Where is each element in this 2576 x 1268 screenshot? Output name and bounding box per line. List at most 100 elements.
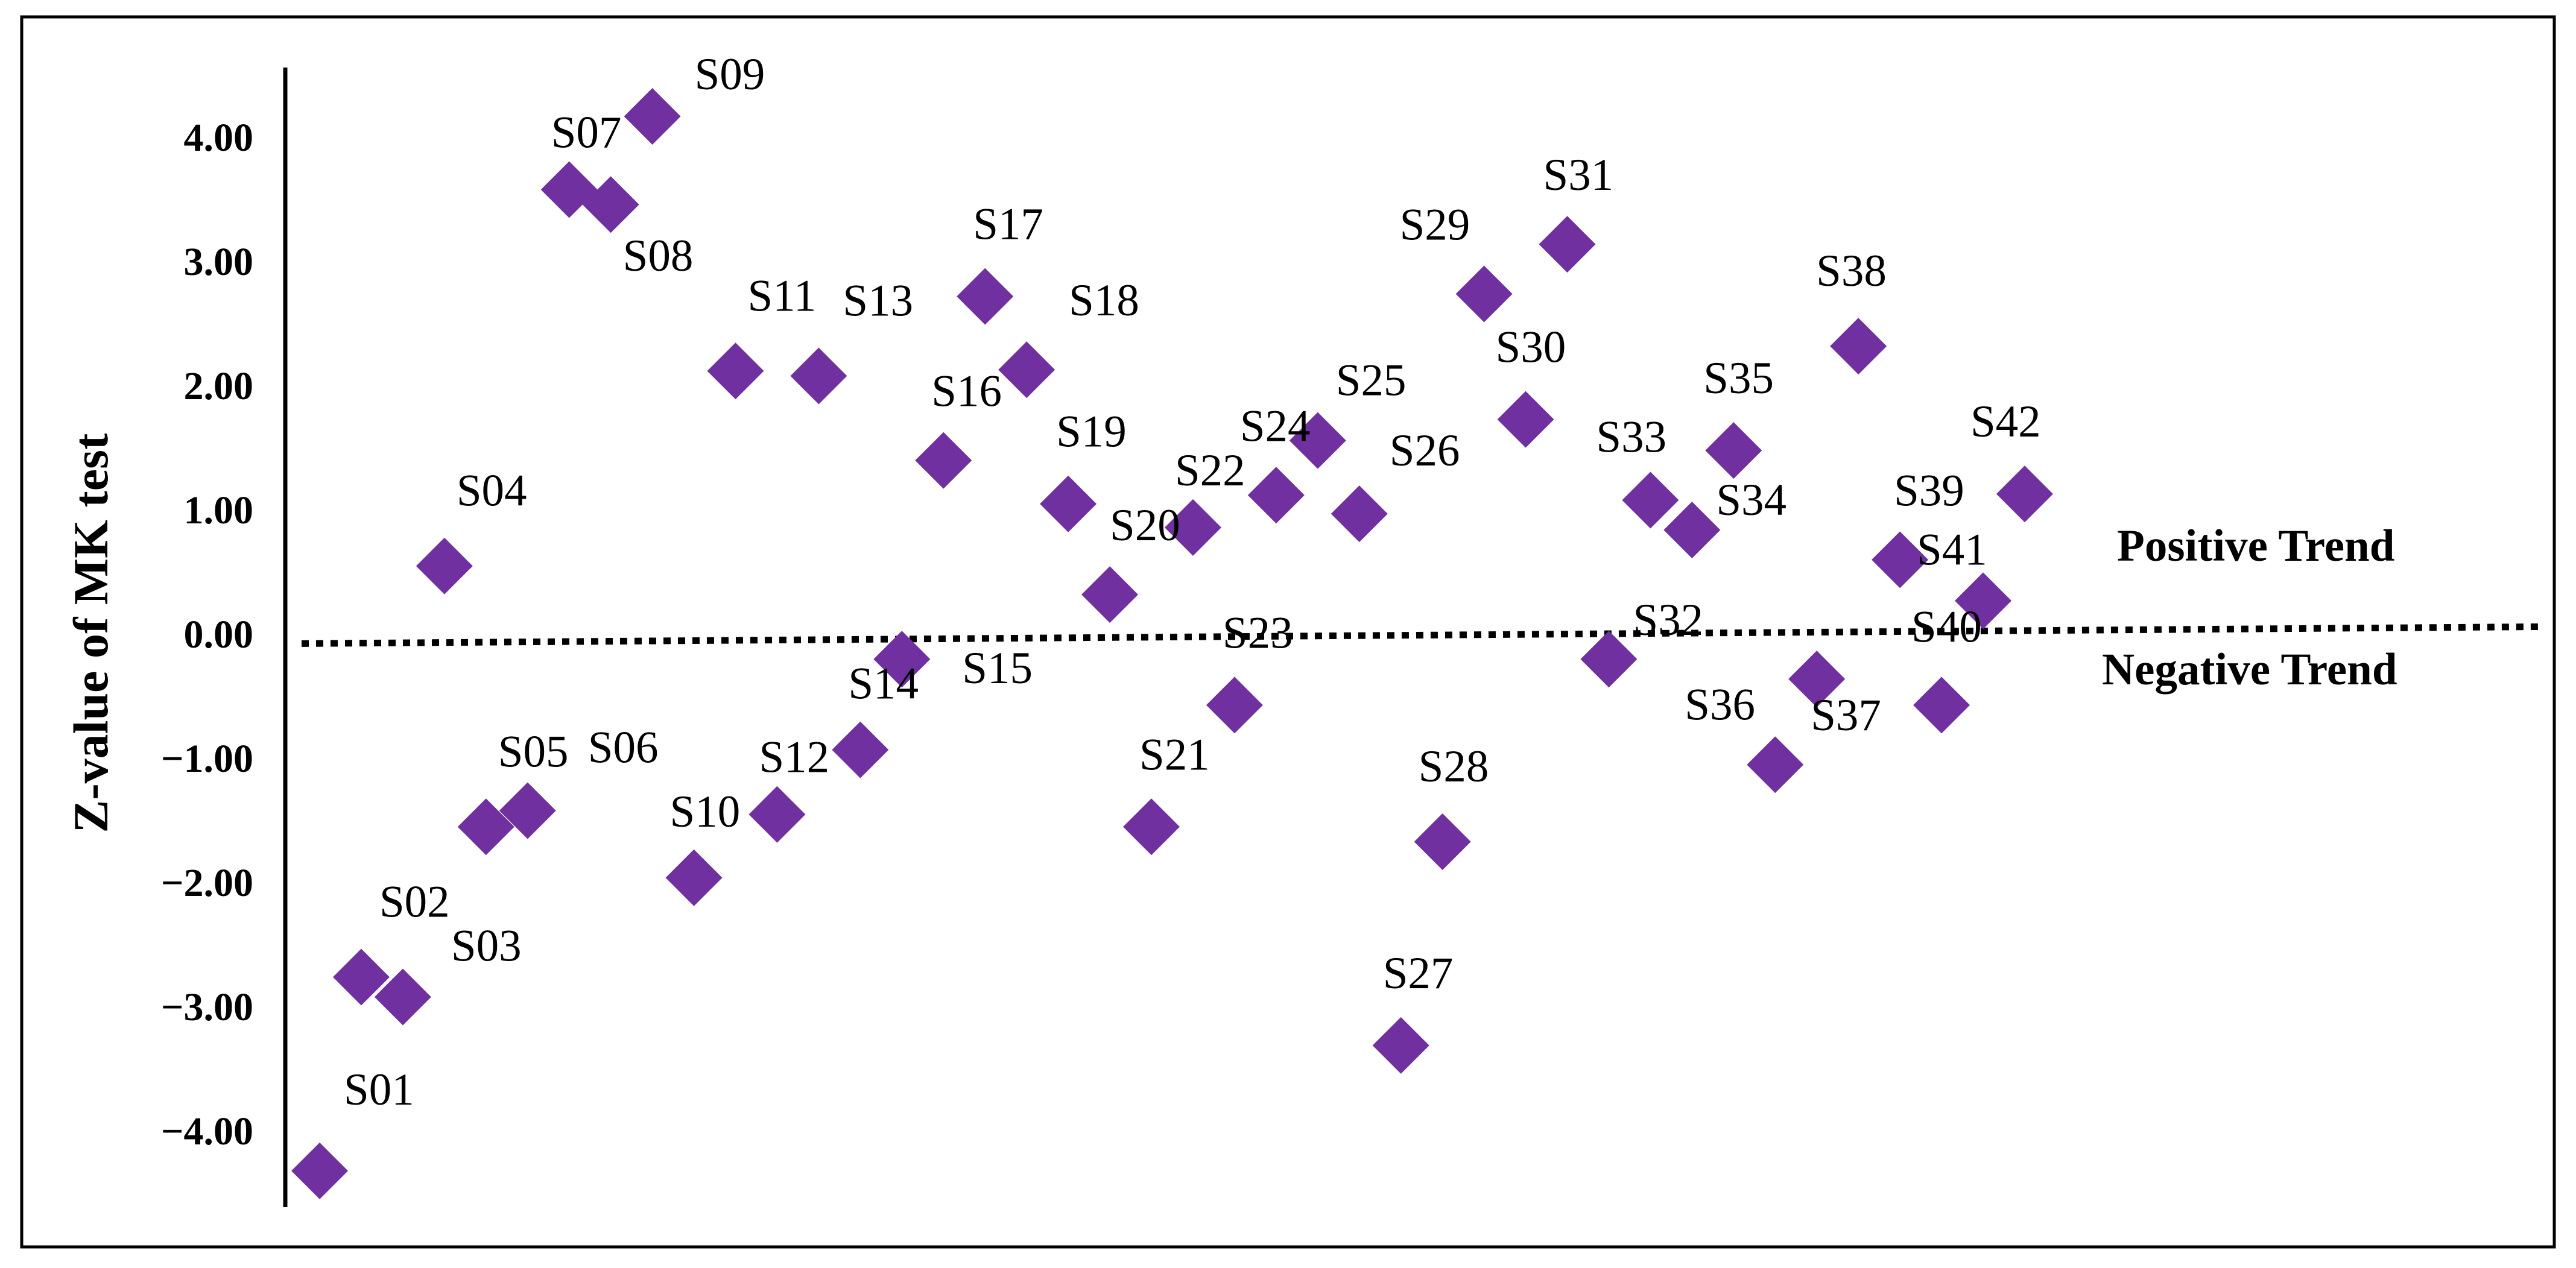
point-label-s02: S02 xyxy=(379,877,450,927)
point-label-s19: S19 xyxy=(1056,407,1127,457)
data-point-s32 xyxy=(1580,631,1638,688)
point-label-s32: S32 xyxy=(1633,595,1703,645)
data-point-s03 xyxy=(374,968,431,1026)
point-label-s40: S40 xyxy=(1911,602,1982,652)
data-point-s04 xyxy=(416,537,473,595)
y-tick-label: 1.00 xyxy=(184,488,254,532)
point-label-s35: S35 xyxy=(1703,353,1774,403)
data-point-s42 xyxy=(1996,465,2053,523)
negative-trend-label: Negative Trend xyxy=(2102,645,2397,695)
point-label-s13: S13 xyxy=(843,276,913,326)
data-point-s22 xyxy=(1164,499,1221,556)
data-point-s35 xyxy=(1705,422,1762,479)
data-point-s38 xyxy=(1830,318,1887,375)
point-label-s11: S11 xyxy=(748,271,817,321)
point-label-s21: S21 xyxy=(1139,730,1210,780)
point-label-s09: S09 xyxy=(695,49,765,99)
y-tick-label: 4.00 xyxy=(184,116,254,160)
data-point-s40 xyxy=(1913,677,1970,734)
data-point-s26 xyxy=(1331,485,1388,543)
data-point-s30 xyxy=(1497,391,1554,448)
data-point-s11 xyxy=(707,342,764,400)
data-point-s24 xyxy=(1247,467,1305,524)
data-point-s14 xyxy=(832,721,889,778)
data-point-s17 xyxy=(957,268,1014,325)
point-label-s15: S15 xyxy=(962,643,1033,693)
data-point-s16 xyxy=(915,432,972,489)
point-label-s36: S36 xyxy=(1685,680,1755,730)
data-point-s09 xyxy=(624,87,681,145)
data-point-s08 xyxy=(582,176,639,233)
y-axis-title: Z-value of MK test xyxy=(63,434,118,833)
point-label-s01: S01 xyxy=(344,1065,414,1115)
point-label-s31: S31 xyxy=(1543,150,1614,200)
y-tick-label: −1.00 xyxy=(161,737,253,781)
point-label-s12: S12 xyxy=(759,733,829,783)
data-point-s20 xyxy=(1081,566,1139,623)
data-point-s37 xyxy=(1788,651,1846,708)
point-label-s24: S24 xyxy=(1240,401,1311,451)
data-point-s28 xyxy=(1414,813,1471,871)
data-point-s12 xyxy=(748,786,806,843)
y-tick-label: −2.00 xyxy=(161,861,253,905)
data-point-s19 xyxy=(1040,475,1097,532)
y-tick-label: 2.00 xyxy=(184,364,254,408)
y-axis-ticks: −4.00 −3.00 −2.00 −1.00 0.00 1.00 2.00 3.00 4.00 xyxy=(161,116,253,1153)
data-point-s13 xyxy=(790,347,847,405)
data-point-s31 xyxy=(1539,216,1596,273)
point-label-s33: S33 xyxy=(1596,412,1666,462)
data-point-s41 xyxy=(1955,572,2011,629)
point-label-s37: S37 xyxy=(1811,690,1881,740)
point-label-s07: S07 xyxy=(551,108,622,158)
point-label-s14: S14 xyxy=(848,659,919,709)
data-point-s27 xyxy=(1372,1017,1429,1074)
data-point-s15 xyxy=(873,631,931,688)
point-label-s10: S10 xyxy=(670,787,741,837)
data-point-s39 xyxy=(1872,531,1929,588)
data-point-s06 xyxy=(499,782,556,839)
y-tick-label: 3.00 xyxy=(184,240,254,284)
data-points xyxy=(291,87,2053,1199)
y-tick-label: 0.00 xyxy=(184,613,254,657)
point-label-s28: S28 xyxy=(1419,742,1489,792)
point-label-s17: S17 xyxy=(973,200,1043,250)
data-point-s05 xyxy=(457,798,514,856)
point-label-s22: S22 xyxy=(1175,446,1245,496)
point-label-s18: S18 xyxy=(1069,276,1139,326)
data-point-s18 xyxy=(998,341,1055,399)
data-point-s23 xyxy=(1206,677,1263,734)
y-tick-label: −4.00 xyxy=(161,1109,253,1153)
point-label-s23: S23 xyxy=(1223,608,1293,658)
data-point-s01 xyxy=(291,1142,348,1199)
point-label-s34: S34 xyxy=(1716,475,1786,525)
point-label-s16: S16 xyxy=(931,367,1002,417)
point-label-s41: S41 xyxy=(1917,525,1987,575)
data-point-s25 xyxy=(1289,412,1346,469)
data-point-s34 xyxy=(1663,501,1721,558)
point-label-s08: S08 xyxy=(623,231,694,281)
point-label-s04: S04 xyxy=(457,466,527,516)
point-label-s27: S27 xyxy=(1383,948,1454,998)
point-label-s29: S29 xyxy=(1400,200,1470,250)
point-label-s25: S25 xyxy=(1336,356,1407,406)
point-label-s30: S30 xyxy=(1496,323,1566,373)
point-label-s06: S06 xyxy=(588,723,659,773)
data-point-s02 xyxy=(332,948,390,1006)
zero-reference-line xyxy=(301,623,2543,647)
point-label-s20: S20 xyxy=(1110,500,1180,550)
y-tick-label: −3.00 xyxy=(161,985,253,1029)
data-point-s33 xyxy=(1622,472,1679,529)
data-point-s36 xyxy=(1747,736,1804,793)
point-label-s26: S26 xyxy=(1390,426,1460,476)
point-label-s39: S39 xyxy=(1894,465,1964,516)
data-point-s29 xyxy=(1455,265,1513,323)
point-label-s05: S05 xyxy=(498,727,569,777)
positive-trend-label: Positive Trend xyxy=(2117,521,2394,571)
data-point-s10 xyxy=(665,849,723,906)
point-label-s38: S38 xyxy=(1816,246,1887,296)
data-point-s21 xyxy=(1123,798,1180,856)
point-label-s03: S03 xyxy=(451,921,522,971)
